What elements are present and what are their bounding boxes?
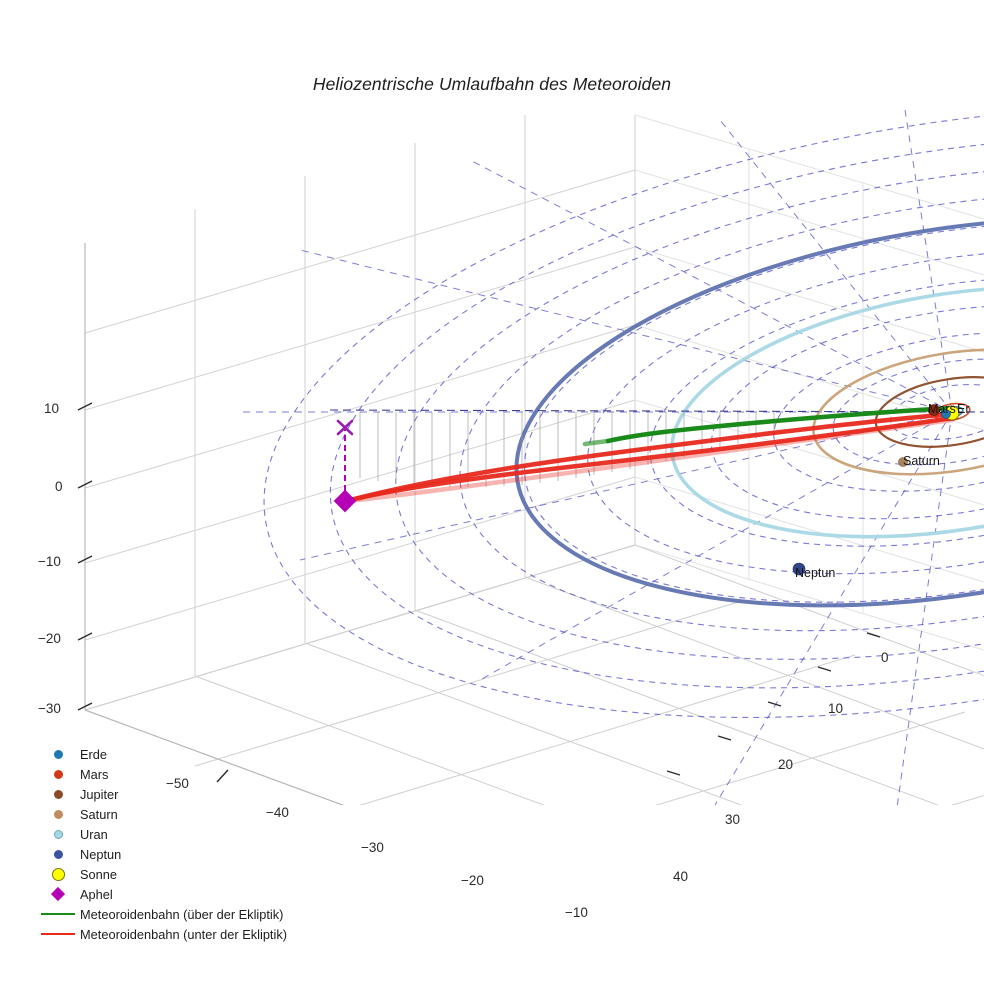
sonne-dot-icon	[36, 867, 80, 881]
erde-marker	[941, 409, 951, 419]
meteoroid-orbit-above-ecliptic-far	[582, 438, 611, 447]
back-pane-grid	[84, 115, 636, 711]
ztick-3: −20	[38, 631, 61, 646]
legend-item-aphel[interactable]: Aphel	[36, 884, 336, 904]
floor-grid	[84, 544, 984, 805]
ytick-1: 10	[828, 701, 844, 716]
xtick-0: −50	[166, 776, 189, 791]
legend-item-erde[interactable]: Erde	[36, 744, 336, 764]
polar-grid-spokes	[240, 109, 953, 805]
legend-item-meteoroid-below[interactable]: Meteoroidenbahn (unter der Ekliptik)	[36, 924, 336, 944]
ytick-4: 40	[673, 869, 689, 884]
orbit-neptun	[514, 216, 984, 608]
ecliptic-reference-line	[329, 409, 984, 413]
legend-label: Mars	[80, 766, 109, 782]
meteoroid-orbit-above-ecliptic	[605, 405, 955, 444]
orbit-jupiter	[874, 376, 984, 448]
red-line-icon	[36, 933, 80, 935]
ztick-1: 0	[55, 479, 63, 494]
legend-label: Saturn	[80, 806, 118, 822]
neptun-dot-icon	[36, 849, 80, 859]
saturn-dot-icon	[36, 809, 80, 819]
ztick-2: −10	[38, 554, 61, 569]
neptun-marker	[792, 562, 806, 576]
legend-label: Aphel	[80, 886, 113, 902]
legend-label: Neptun	[80, 846, 122, 862]
legend-label: Uran	[80, 826, 108, 842]
mars-marker	[928, 404, 940, 416]
xtick-1: −40	[266, 805, 289, 820]
ytick-2: 20	[778, 757, 794, 772]
axis-spines	[84, 243, 345, 805]
ztick-0: 10	[44, 401, 60, 416]
page-title: Heliozentrische Umlaufbahn des Meteoroid…	[312, 74, 672, 94]
legend-item-meteoroid-above[interactable]: Meteoroidenbahn (über der Ekliptik)	[36, 904, 336, 924]
ytick-3: 30	[725, 812, 741, 827]
ytick-0: 0	[881, 650, 889, 665]
legend-label: Meteoroidenbahn (unter der Ekliptik)	[80, 926, 287, 942]
legend-item-mars[interactable]: Mars	[36, 764, 336, 784]
legend-label: Jupiter	[80, 786, 119, 802]
uran-dot-icon	[36, 829, 80, 839]
legend: Erde Mars Jupiter Saturn Uran	[36, 744, 336, 944]
legend-item-jupiter[interactable]: Jupiter	[36, 784, 336, 804]
legend-item-sonne[interactable]: Sonne	[36, 864, 336, 884]
erde-dot-icon	[36, 749, 80, 759]
orbit-saturn	[812, 348, 984, 476]
legend-label: Meteoroidenbahn (über der Ekliptik)	[80, 906, 284, 922]
legend-item-saturn[interactable]: Saturn	[36, 804, 336, 824]
meteoroid-orbit-below-ecliptic	[344, 411, 955, 504]
mars-label: Mars	[928, 402, 956, 416]
aphel-diamond-marker	[333, 489, 357, 513]
erde-label: Er	[957, 402, 970, 416]
axis-ticks	[77, 402, 881, 783]
legend-item-uran[interactable]: Uran	[36, 824, 336, 844]
aphel-cross-icon	[336, 419, 354, 436]
mars-dot-icon	[36, 769, 80, 779]
xtick-4: −10	[565, 905, 588, 920]
legend-item-neptun[interactable]: Neptun	[36, 844, 336, 864]
aphel-diamond-icon	[36, 886, 80, 902]
saturn-marker	[898, 457, 908, 467]
neptun-label: Neptun	[795, 566, 836, 580]
xtick-3: −20	[461, 873, 484, 888]
green-line-icon	[36, 913, 80, 915]
legend-label: Erde	[80, 746, 108, 762]
jupiter-dot-icon	[36, 789, 80, 799]
ztick-4: −30	[38, 701, 61, 716]
xtick-2: −30	[361, 840, 384, 855]
legend-label: Sonne	[80, 866, 118, 882]
saturn-label: Saturn	[903, 454, 940, 468]
